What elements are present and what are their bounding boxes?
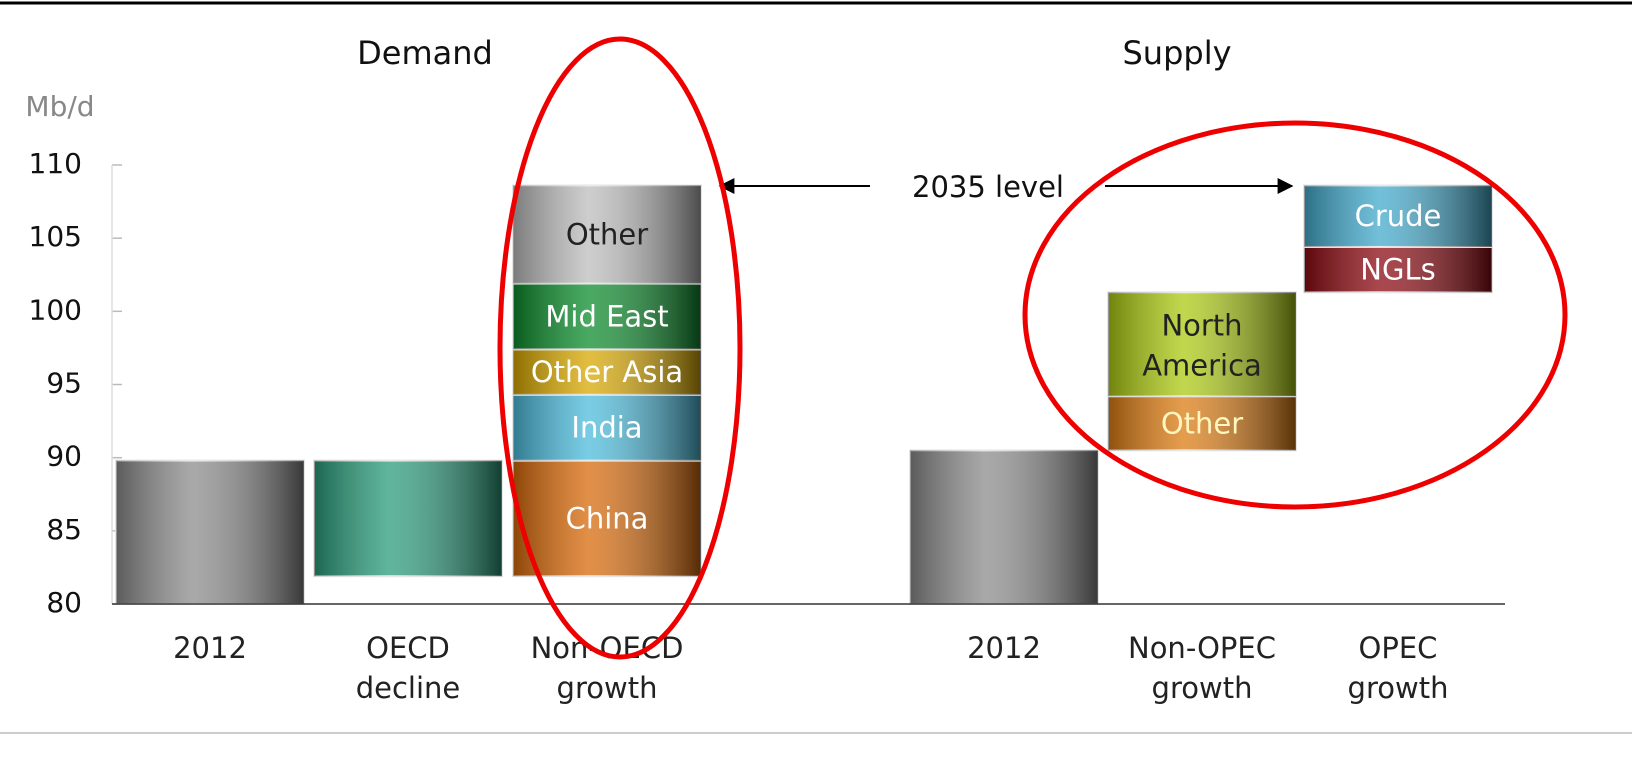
x-tick-label: decline — [356, 671, 461, 705]
y-tick-label: 100 — [29, 293, 82, 326]
x-tick-label: growth — [1152, 671, 1253, 705]
segment-label: Crude — [1355, 199, 1442, 233]
highlight-ellipse — [497, 36, 743, 660]
y-tick-label: 85 — [46, 513, 82, 546]
x-tick-label: Non-OECD — [531, 631, 684, 665]
bar-segment — [115, 459, 305, 605]
y-tick-label: 90 — [46, 440, 82, 473]
y-tick-label: 110 — [29, 147, 82, 180]
x-tick-label: OPEC — [1359, 631, 1438, 665]
panel-title: Supply — [1122, 34, 1231, 72]
x-tick-label: growth — [1348, 671, 1449, 705]
segment-label: North America — [1142, 308, 1262, 382]
segment-label: Other — [566, 218, 648, 252]
bar-segment — [909, 449, 1099, 605]
x-tick-label: growth — [557, 671, 658, 705]
y-axis-label: Mb/d — [25, 90, 94, 123]
segment-label: China — [566, 501, 649, 535]
x-tick-label: Non-OPEC — [1128, 631, 1276, 665]
x-tick-label: OECD — [366, 631, 450, 665]
segment-label: Other — [1161, 406, 1243, 440]
segment-label: Mid East — [545, 299, 668, 333]
x-tick-label: 2012 — [173, 631, 247, 665]
y-tick-label: 80 — [46, 586, 82, 619]
annotation: 2035 level — [912, 170, 1064, 204]
highlight-ellipse — [1022, 120, 1568, 510]
x-tick-label: 2012 — [967, 631, 1041, 665]
bar-segment — [313, 459, 503, 578]
y-tick-label: 95 — [46, 367, 82, 400]
segment-label: Other Asia — [531, 355, 683, 389]
panel-title: Demand — [357, 34, 493, 72]
segment-label: India — [571, 411, 642, 445]
plot: 80 85 90 95 100 105 110 2012 OECD decline Non-OECD… — [29, 147, 1505, 705]
segment-label: NGLs — [1360, 253, 1435, 287]
y-tick-label: 105 — [29, 220, 82, 253]
